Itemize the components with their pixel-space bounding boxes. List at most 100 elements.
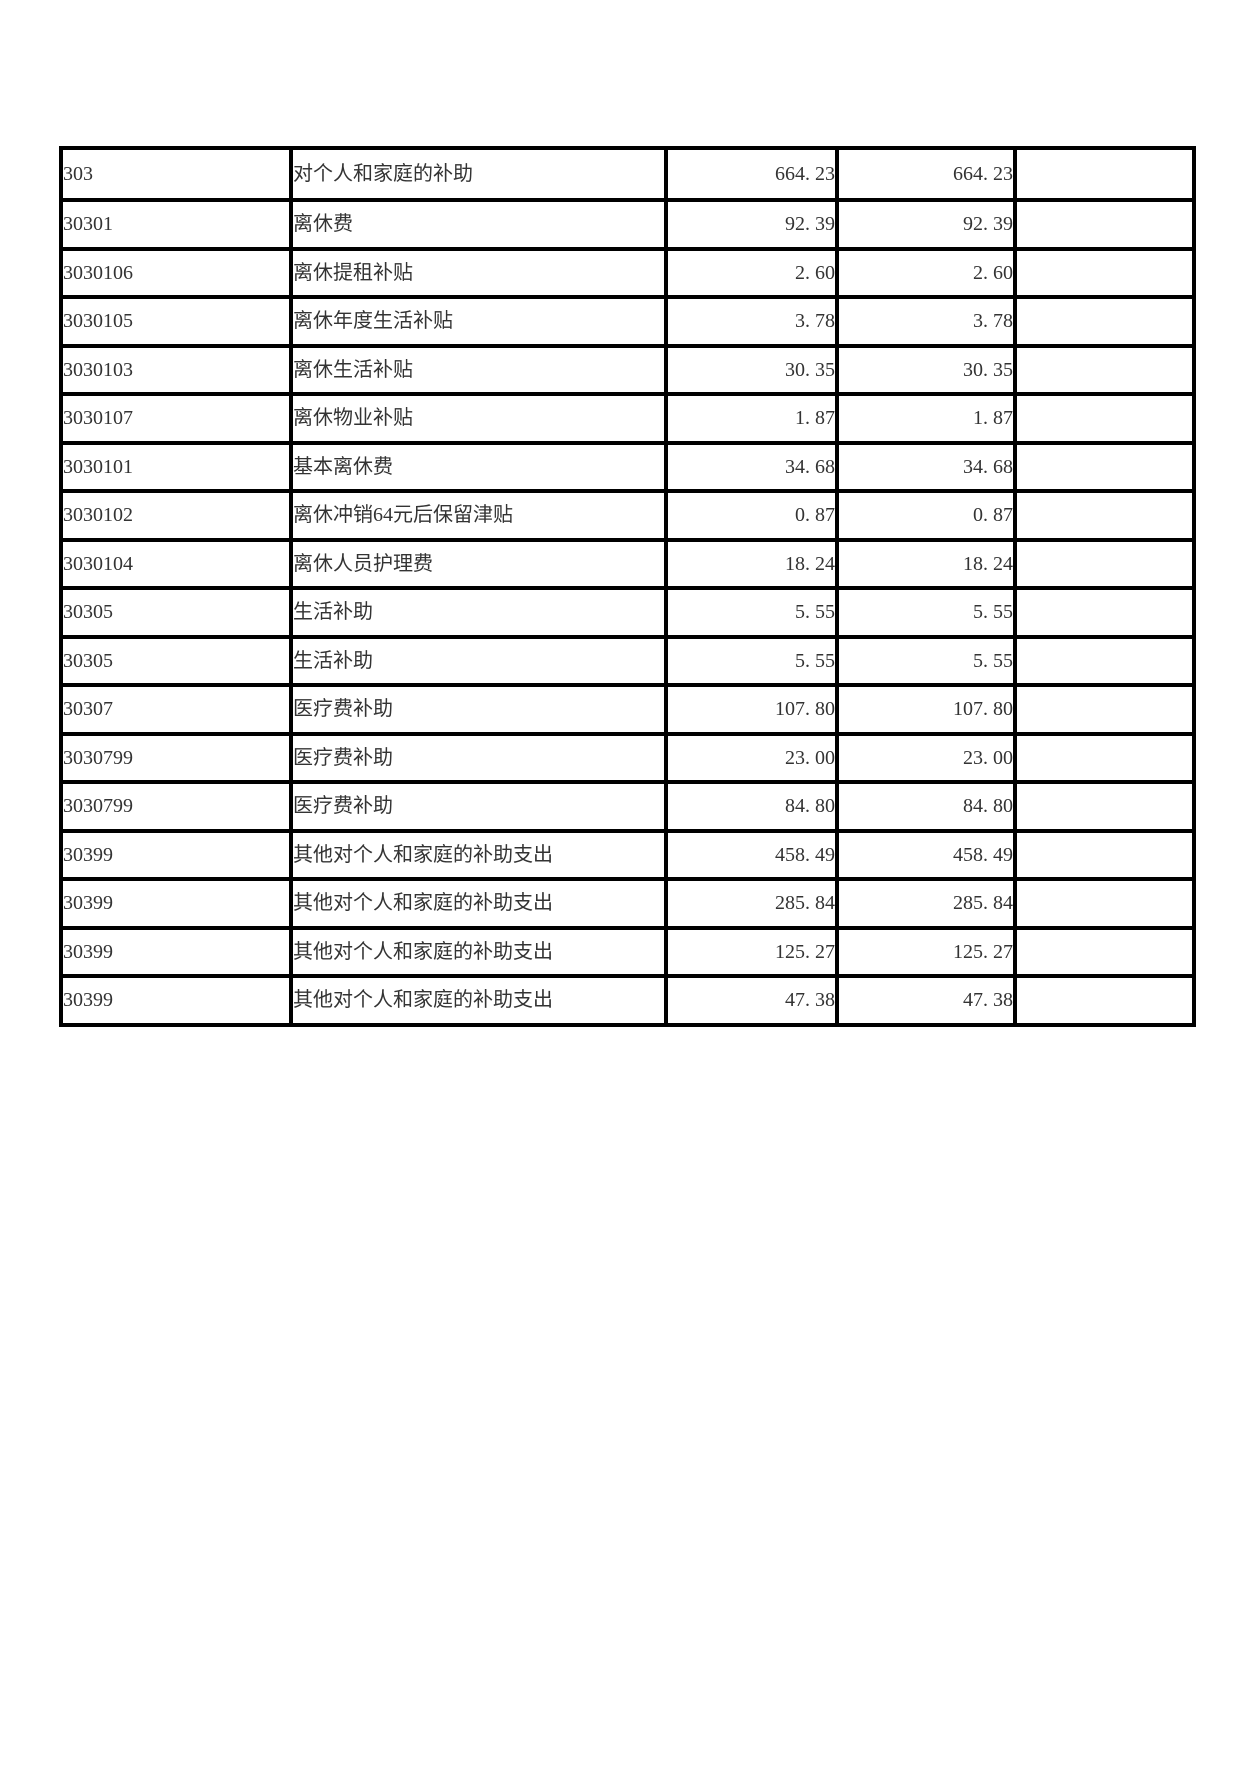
final-amount-cell: 125. 27 xyxy=(835,925,1017,978)
note-cell xyxy=(1013,392,1196,445)
code-cell: 30399 xyxy=(59,925,293,978)
budget-table-body: 303 对个人和家庭的补助 664. 23 664. 23 30301 离休费 … xyxy=(59,146,1196,1027)
final-amount-cell: 34. 68 xyxy=(835,440,1017,493)
budget-amount-cell: 458. 49 xyxy=(664,828,839,881)
final-amount-cell: 92. 39 xyxy=(835,198,1017,251)
note-cell xyxy=(1013,489,1196,542)
code-cell: 30399 xyxy=(59,877,293,930)
note-cell xyxy=(1013,634,1196,687)
table-row: 30399 其他对个人和家庭的补助支出 47. 38 47. 38 xyxy=(59,974,1196,1027)
table-row: 30399 其他对个人和家庭的补助支出 125. 27 125. 27 xyxy=(59,925,1196,978)
name-cell: 其他对个人和家庭的补助支出 xyxy=(289,877,668,930)
final-amount-cell: 107. 80 xyxy=(835,683,1017,736)
note-cell xyxy=(1013,440,1196,493)
budget-amount-cell: 47. 38 xyxy=(664,974,839,1027)
table-row: 30305 生活补助 5. 55 5. 55 xyxy=(59,634,1196,687)
code-cell: 3030103 xyxy=(59,343,293,396)
name-cell: 离休年度生活补贴 xyxy=(289,295,668,348)
code-cell: 3030107 xyxy=(59,392,293,445)
final-amount-cell: 84. 80 xyxy=(835,780,1017,833)
code-cell: 3030106 xyxy=(59,246,293,299)
note-cell xyxy=(1013,295,1196,348)
name-cell: 其他对个人和家庭的补助支出 xyxy=(289,828,668,881)
budget-amount-cell: 107. 80 xyxy=(664,683,839,736)
note-cell xyxy=(1013,828,1196,881)
table-row: 30307 医疗费补助 107. 80 107. 80 xyxy=(59,683,1196,736)
name-cell: 离休生活补贴 xyxy=(289,343,668,396)
table-row: 3030799 医疗费补助 84. 80 84. 80 xyxy=(59,780,1196,833)
name-cell: 基本离休费 xyxy=(289,440,668,493)
final-amount-cell: 2. 60 xyxy=(835,246,1017,299)
name-cell: 离休提租补贴 xyxy=(289,246,668,299)
table-row: 30305 生活补助 5. 55 5. 55 xyxy=(59,586,1196,639)
table-row: 3030105 离休年度生活补贴 3. 78 3. 78 xyxy=(59,295,1196,348)
name-cell: 离休冲销64元后保留津贴 xyxy=(289,489,668,542)
name-cell: 医疗费补助 xyxy=(289,731,668,784)
note-cell xyxy=(1013,683,1196,736)
budget-amount-cell: 3. 78 xyxy=(664,295,839,348)
final-amount-cell: 285. 84 xyxy=(835,877,1017,930)
budget-amount-cell: 1. 87 xyxy=(664,392,839,445)
table-row: 3030101 基本离休费 34. 68 34. 68 xyxy=(59,440,1196,493)
budget-amount-cell: 125. 27 xyxy=(664,925,839,978)
final-amount-cell: 5. 55 xyxy=(835,586,1017,639)
name-cell: 其他对个人和家庭的补助支出 xyxy=(289,925,668,978)
note-cell xyxy=(1013,877,1196,930)
code-cell: 30399 xyxy=(59,828,293,881)
budget-amount-cell: 34. 68 xyxy=(664,440,839,493)
code-cell: 30305 xyxy=(59,634,293,687)
budget-amount-cell: 84. 80 xyxy=(664,780,839,833)
budget-amount-cell: 0. 87 xyxy=(664,489,839,542)
note-cell xyxy=(1013,925,1196,978)
note-cell xyxy=(1013,780,1196,833)
final-amount-cell: 0. 87 xyxy=(835,489,1017,542)
table-row: 303 对个人和家庭的补助 664. 23 664. 23 xyxy=(59,146,1196,202)
name-cell: 离休人员护理费 xyxy=(289,537,668,590)
table-row: 3030103 离休生活补贴 30. 35 30. 35 xyxy=(59,343,1196,396)
code-cell: 3030102 xyxy=(59,489,293,542)
table-row: 3030799 医疗费补助 23. 00 23. 00 xyxy=(59,731,1196,784)
note-cell xyxy=(1013,246,1196,299)
name-cell: 生活补助 xyxy=(289,634,668,687)
budget-amount-cell: 30. 35 xyxy=(664,343,839,396)
note-cell xyxy=(1013,731,1196,784)
budget-amount-cell: 5. 55 xyxy=(664,634,839,687)
budget-amount-cell: 285. 84 xyxy=(664,877,839,930)
note-cell xyxy=(1013,198,1196,251)
code-cell: 30301 xyxy=(59,198,293,251)
code-cell: 30399 xyxy=(59,974,293,1027)
table-row: 30399 其他对个人和家庭的补助支出 285. 84 285. 84 xyxy=(59,877,1196,930)
budget-amount-cell: 2. 60 xyxy=(664,246,839,299)
code-cell: 30305 xyxy=(59,586,293,639)
code-cell: 3030105 xyxy=(59,295,293,348)
name-cell: 对个人和家庭的补助 xyxy=(289,146,668,202)
note-cell xyxy=(1013,146,1196,202)
final-amount-cell: 458. 49 xyxy=(835,828,1017,881)
table-row: 3030104 离休人员护理费 18. 24 18. 24 xyxy=(59,537,1196,590)
table-row: 3030106 离休提租补贴 2. 60 2. 60 xyxy=(59,246,1196,299)
final-amount-cell: 3. 78 xyxy=(835,295,1017,348)
name-cell: 离休物业补贴 xyxy=(289,392,668,445)
code-cell: 3030104 xyxy=(59,537,293,590)
name-cell: 其他对个人和家庭的补助支出 xyxy=(289,974,668,1027)
note-cell xyxy=(1013,343,1196,396)
name-cell: 离休费 xyxy=(289,198,668,251)
name-cell: 医疗费补助 xyxy=(289,683,668,736)
final-amount-cell: 18. 24 xyxy=(835,537,1017,590)
code-cell: 303 xyxy=(59,146,293,202)
budget-table: 303 对个人和家庭的补助 664. 23 664. 23 30301 离休费 … xyxy=(59,146,1196,1027)
name-cell: 生活补助 xyxy=(289,586,668,639)
table-row: 30301 离休费 92. 39 92. 39 xyxy=(59,198,1196,251)
final-amount-cell: 664. 23 xyxy=(835,146,1017,202)
budget-amount-cell: 23. 00 xyxy=(664,731,839,784)
note-cell xyxy=(1013,537,1196,590)
budget-amount-cell: 5. 55 xyxy=(664,586,839,639)
final-amount-cell: 1. 87 xyxy=(835,392,1017,445)
final-amount-cell: 23. 00 xyxy=(835,731,1017,784)
note-cell xyxy=(1013,974,1196,1027)
budget-amount-cell: 18. 24 xyxy=(664,537,839,590)
code-cell: 3030799 xyxy=(59,780,293,833)
table-row: 3030102 离休冲销64元后保留津贴 0. 87 0. 87 xyxy=(59,489,1196,542)
table-row: 3030107 离休物业补贴 1. 87 1. 87 xyxy=(59,392,1196,445)
